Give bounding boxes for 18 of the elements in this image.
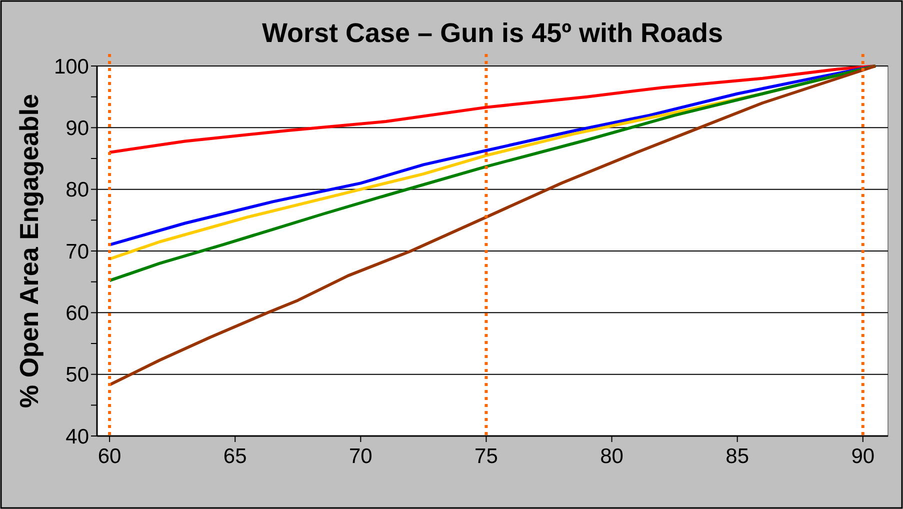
x-tick-label: 60 <box>98 445 122 468</box>
x-tick-label: 75 <box>474 445 498 468</box>
y-tick-label: 90 <box>66 117 89 140</box>
line-series <box>108 64 877 154</box>
y-tick-label: 40 <box>66 425 89 448</box>
y-tick-label: 100 <box>54 55 89 78</box>
x-tick-label: 90 <box>851 445 875 468</box>
line-series <box>108 64 877 386</box>
x-tick-label: 70 <box>348 445 372 468</box>
x-tick-label: 65 <box>223 445 247 468</box>
chart-title: Worst Case – Gun is 45º with Roads <box>262 18 723 48</box>
y-tick-label: 60 <box>66 302 89 326</box>
x-tick-label: 85 <box>726 445 750 468</box>
y-tick-label: 80 <box>66 178 89 202</box>
y-axis-title: % Open Area Engageable <box>14 94 44 408</box>
y-tick-label: 50 <box>66 364 89 387</box>
y-tick-label: 70 <box>66 240 89 264</box>
x-tick-label: 80 <box>600 445 624 468</box>
